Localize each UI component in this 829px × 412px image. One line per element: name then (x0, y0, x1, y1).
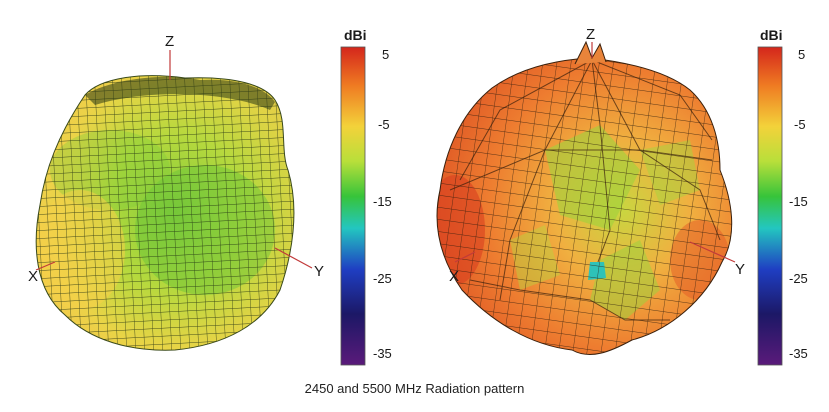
pattern-2450-mesh (36, 75, 294, 351)
colorbar-2-unit: dBi (760, 27, 783, 43)
colorbar-2 (757, 46, 783, 366)
pattern-5500-mesh (436, 58, 732, 355)
y-axis-label-2: Y (735, 261, 746, 278)
x-axis-line-1 (35, 261, 56, 271)
colorbar-1-unit: dBi (344, 27, 367, 43)
colorbar-2-tick: -25 (789, 271, 808, 286)
colorbar-2-tick: -15 (789, 194, 808, 209)
x-axis-line-2 (454, 251, 476, 263)
z-axis-label-2: Z (586, 26, 596, 43)
y-axis-line-1 (274, 247, 313, 269)
pattern-5500-group (436, 40, 736, 356)
colorbar-1 (340, 46, 366, 366)
colorbar-1-tick: 5 (382, 47, 390, 62)
colorbar-1-tick: -15 (373, 194, 392, 209)
colorbar-2-tick: 5 (798, 47, 806, 62)
colorbar-1-tick: -5 (378, 117, 390, 132)
x-axis-label-2: X (449, 268, 460, 285)
y-axis-label-1: Y (314, 263, 325, 280)
x-axis-label-1: X (28, 268, 39, 285)
colorbar-2-tick: -35 (789, 346, 808, 361)
pattern-2450-group (35, 50, 313, 351)
colorbar-2-tick: -5 (794, 117, 806, 132)
y-axis-line-2 (689, 241, 736, 263)
colorbar-1-tick: -25 (373, 271, 392, 286)
colorbar-1-tick: -35 (373, 346, 392, 361)
z-axis-label-1: Z (165, 33, 175, 50)
figure-caption: 2450 and 5500 MHz Radiation pattern (304, 381, 525, 396)
